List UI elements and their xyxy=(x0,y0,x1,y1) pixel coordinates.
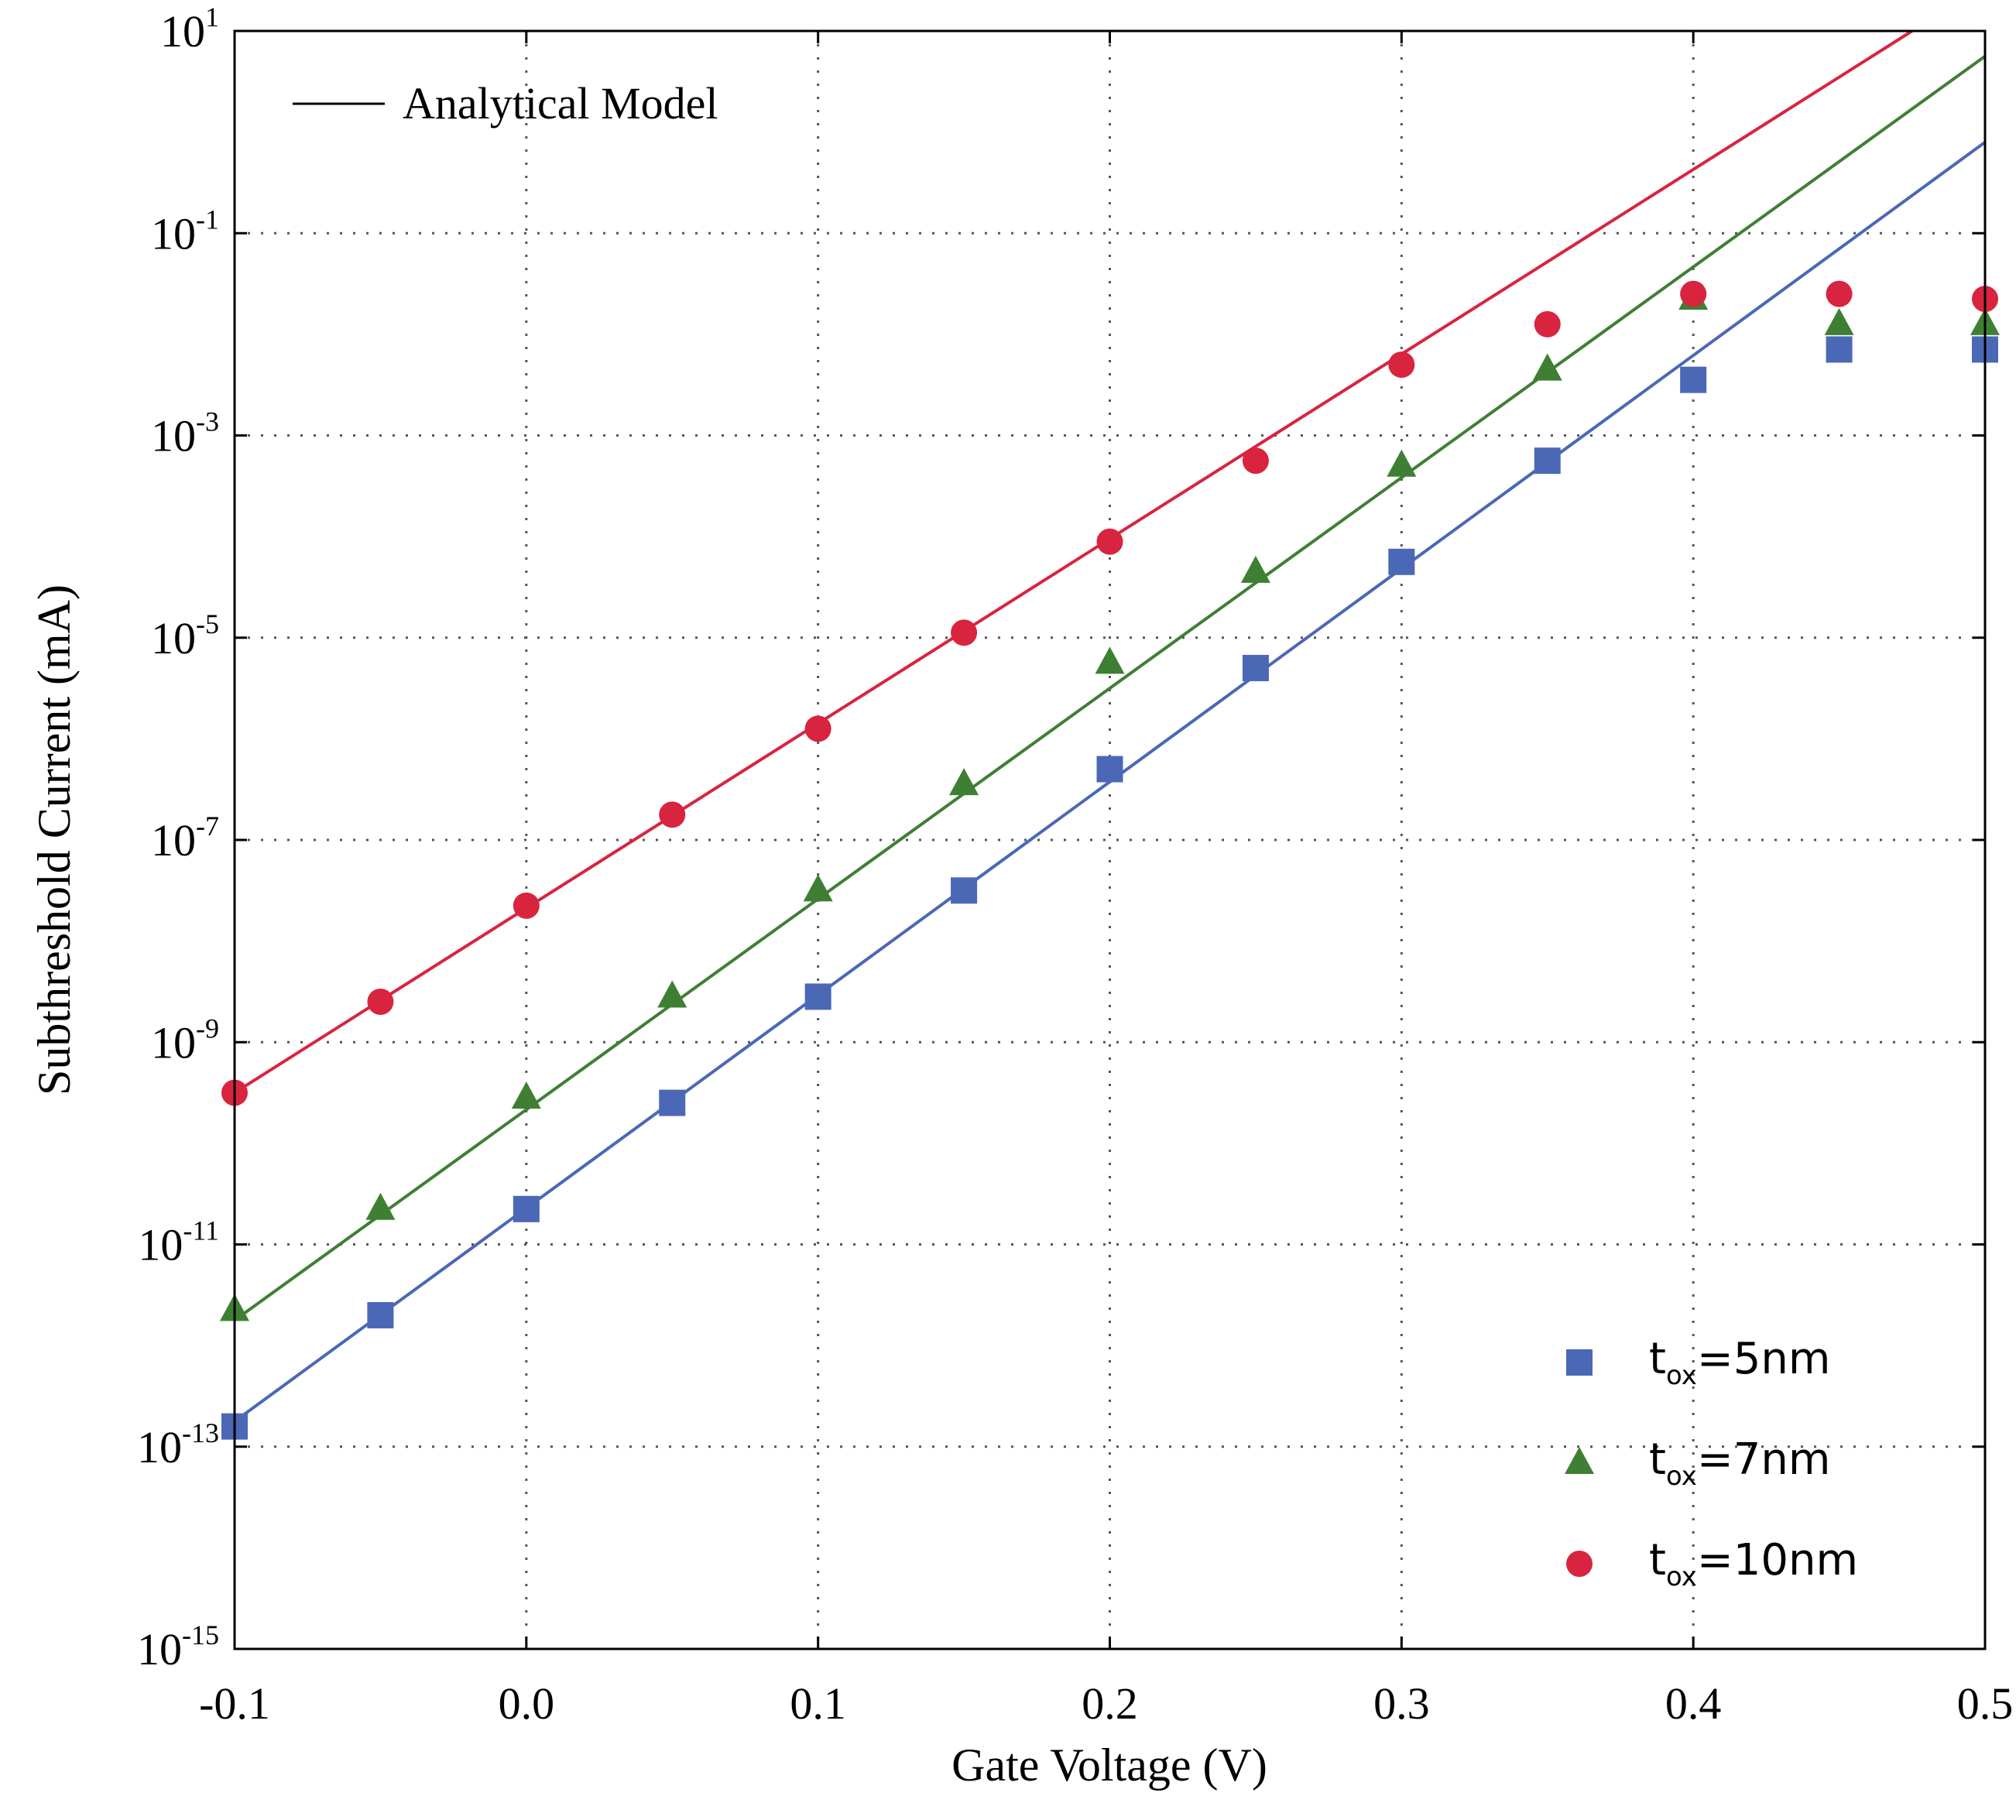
data-markers xyxy=(220,280,2000,1440)
data-point-circle xyxy=(1534,310,1561,338)
data-point-triangle xyxy=(1240,555,1270,583)
data-point-triangle xyxy=(949,768,979,796)
y-tick-exponent: -9 xyxy=(196,1013,219,1044)
y-tick-base: 10 xyxy=(151,208,196,259)
data-point-circle xyxy=(367,989,394,1015)
data-point-circle xyxy=(1826,280,1853,307)
legend-label-main: t xyxy=(1649,1334,1666,1384)
model-line-circle xyxy=(233,29,1913,1095)
y-tick-exponent: -11 xyxy=(183,1215,219,1246)
data-point-triangle xyxy=(1532,353,1562,381)
y-tick-exponent: -13 xyxy=(182,1417,219,1448)
y-tick-base: 10 xyxy=(160,6,205,57)
data-point-square xyxy=(1534,447,1561,475)
y-tick-exponent: -7 xyxy=(196,811,219,841)
x-axis-title: Gate Voltage (V) xyxy=(951,1739,1267,1791)
y-tick-exponent: -1 xyxy=(196,204,219,235)
data-point-circle xyxy=(804,715,831,742)
legend-label-sub: ox xyxy=(1666,1360,1697,1391)
y-tick-label: 10-13 xyxy=(137,1417,219,1472)
y-tick-base: 10 xyxy=(151,815,196,865)
legend-marker-triangle xyxy=(1565,1447,1594,1474)
data-point-triangle xyxy=(365,1192,396,1220)
data-point-circle xyxy=(659,801,686,828)
y-tick-exponent: -3 xyxy=(196,406,219,437)
data-point-square xyxy=(1388,548,1415,575)
data-point-triangle xyxy=(803,874,833,902)
legend-label-rest: =10nm xyxy=(1697,1535,1858,1585)
data-point-circle xyxy=(1096,528,1123,555)
legend-label-sub: ox xyxy=(1666,1561,1697,1592)
legend-label-main: t xyxy=(1649,1535,1666,1585)
data-point-circle xyxy=(1680,280,1707,307)
y-tick-label: 10-11 xyxy=(138,1215,219,1270)
y-tick-label: 10-5 xyxy=(151,608,219,663)
legend-label-sub: ox xyxy=(1666,1461,1697,1492)
data-point-triangle xyxy=(511,1081,541,1109)
x-tick-label: 0.3 xyxy=(1373,1678,1430,1729)
y-tick-label: 10-9 xyxy=(151,1013,219,1068)
x-tick-label: -0.1 xyxy=(199,1678,270,1729)
y-tick-label: 101 xyxy=(160,2,219,57)
y-tick-base: 10 xyxy=(137,1422,182,1472)
y-tick-base: 10 xyxy=(138,1220,183,1270)
data-point-triangle xyxy=(1095,646,1125,674)
data-point-square xyxy=(804,983,831,1010)
legend-label: tox=10nm xyxy=(1649,1535,1858,1592)
legend-label-main: t xyxy=(1649,1434,1666,1485)
data-point-square xyxy=(513,1195,540,1222)
y-tick-label: 10-15 xyxy=(137,1619,219,1674)
data-point-circle xyxy=(1242,447,1269,475)
data-point-triangle xyxy=(657,980,687,1008)
legend-label: tox=5nm xyxy=(1649,1334,1830,1391)
x-tick-label: 0.1 xyxy=(790,1678,846,1729)
data-point-triangle xyxy=(1387,449,1417,477)
x-tick-label: 0.2 xyxy=(1082,1678,1138,1729)
data-point-triangle xyxy=(1824,307,1854,335)
x-tick-label: 0.5 xyxy=(1957,1678,2014,1729)
data-point-square xyxy=(1096,756,1123,783)
y-tick-exponent: 1 xyxy=(205,2,219,33)
x-tick-label: 0.0 xyxy=(499,1678,555,1729)
data-point-square xyxy=(367,1301,394,1328)
y-tick-label: 10-3 xyxy=(151,406,219,461)
model-legend-label: Analytical Model xyxy=(403,78,718,129)
y-tick-label: 10-7 xyxy=(151,811,219,865)
x-tick-label: 0.4 xyxy=(1665,1678,1722,1729)
y-tick-exponent: -15 xyxy=(182,1619,219,1650)
y-tick-base: 10 xyxy=(151,1017,196,1068)
legend-marker-square xyxy=(1566,1349,1593,1376)
legend-label: tox=7nm xyxy=(1649,1434,1830,1492)
grid xyxy=(235,31,1985,1649)
model-line-triangle xyxy=(233,55,1987,1322)
y-tick-exponent: -5 xyxy=(196,608,219,639)
y-tick-base: 10 xyxy=(137,1624,182,1674)
y-tick-base: 10 xyxy=(151,613,196,663)
data-point-circle xyxy=(513,892,540,919)
y-tick-label: 10-1 xyxy=(151,204,219,259)
data-point-circle xyxy=(951,619,978,646)
data-point-circle xyxy=(1388,351,1415,379)
legend-label-rest: =5nm xyxy=(1697,1334,1831,1384)
data-point-square xyxy=(1826,336,1853,363)
model-legend: Analytical Model xyxy=(293,78,718,129)
data-point-square xyxy=(1242,654,1269,681)
y-tick-base: 10 xyxy=(151,411,196,461)
legend-label-rest: =7nm xyxy=(1697,1434,1831,1485)
legend-marker-circle xyxy=(1566,1551,1593,1577)
ticks: -0.1 0.0 0.1 0.2 0.3 0.4 0.510110-110-310-510-… xyxy=(137,2,2013,1729)
y-axis-title: Subthreshold Current (mA) xyxy=(29,584,80,1095)
data-point-square xyxy=(659,1089,686,1116)
data-point-square xyxy=(1680,366,1707,393)
data-point-square xyxy=(951,877,978,904)
